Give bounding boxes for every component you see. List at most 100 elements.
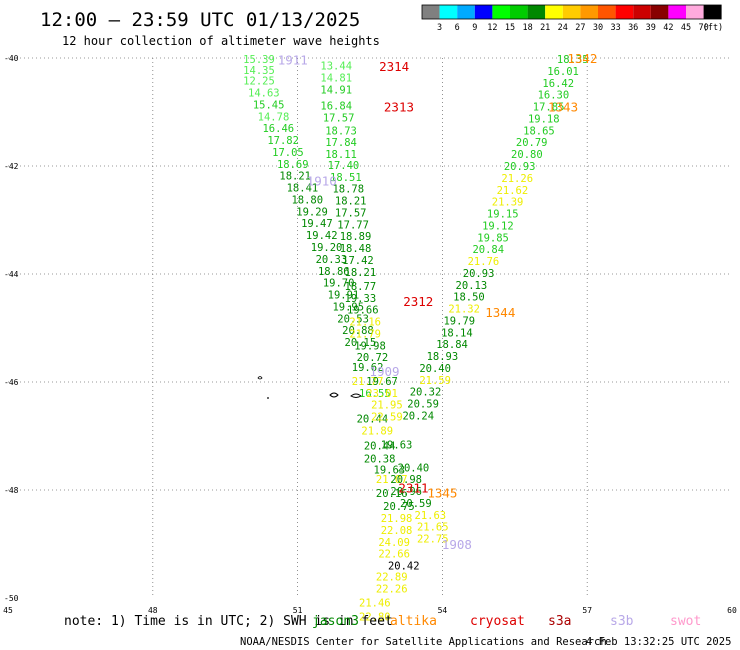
wave-height-value: 19.42 — [306, 230, 338, 242]
wave-height-value: 21.76 — [468, 256, 500, 268]
legend-swatch — [580, 5, 598, 19]
legend-threshold-label: 70 — [698, 23, 708, 33]
wave-height-value: 19.18 — [528, 113, 560, 125]
wave-height-value: 23.01 — [366, 388, 398, 400]
wave-height-value: 16.30 — [538, 90, 570, 102]
wave-height-value: 21.63 — [415, 510, 447, 522]
wave-height-value: 22.66 — [378, 549, 410, 561]
legend-swatch — [510, 5, 528, 19]
satellite-legend-cryosat: cryosat — [470, 614, 525, 629]
wave-height-value: 19.70 — [323, 278, 355, 290]
legend-swatch — [439, 5, 458, 19]
wave-height-value: 22.26 — [376, 583, 408, 595]
wave-height-value: 21.95 — [371, 400, 403, 412]
wave-height-value: 16.55 — [359, 388, 391, 400]
legend-threshold-label: 39 — [646, 23, 656, 33]
x-tick-label: 51 — [293, 606, 303, 615]
wave-height-value: 17.85 — [533, 102, 565, 114]
wave-height-value: 19.95 — [332, 301, 364, 313]
y-tick-label: -46 — [4, 378, 19, 387]
wave-height-values: 15.3914.3512.2514.6315.4514.7816.4617.82… — [243, 54, 588, 623]
wave-height-value: 21.98 — [381, 513, 413, 525]
legend-swatch — [562, 5, 581, 19]
wave-height-value: 20.53 — [337, 313, 369, 325]
wave-height-value: 18.35 — [557, 54, 589, 66]
wave-height-value: 18.78 — [332, 184, 364, 196]
wave-height-value: 20.16 — [376, 488, 408, 500]
wave-height-value: 24.09 — [378, 537, 410, 549]
wave-height-value: 21.62 — [497, 185, 529, 197]
color-legend: 3 6 9 12 15 18 21 24 27 30 33 36 39 42 45 70(ft) — [421, 4, 723, 33]
wave-height-value: 14.91 — [320, 84, 352, 96]
wave-height-value: 20.44 — [357, 414, 389, 426]
wave-height-value: 14.78 — [258, 111, 290, 123]
wave-height-value: 19.20 — [311, 242, 343, 254]
wave-height-value: 20.59 — [407, 399, 439, 411]
legend-threshold-label: 30 — [593, 23, 603, 33]
legend-frame — [421, 4, 722, 20]
legend-swatch — [457, 5, 475, 19]
island-shape — [257, 376, 263, 380]
wave-height-value: 19.12 — [482, 220, 514, 232]
legend-swatch — [545, 5, 563, 19]
legend-swatch — [633, 5, 651, 19]
wave-height-value: 21.65 — [417, 522, 449, 534]
pass-label: 2311 — [398, 480, 428, 495]
wave-height-value: 18.48 — [340, 243, 372, 255]
wave-height-value: 20.15 — [345, 337, 377, 349]
wave-height-value: 18.84 — [436, 339, 468, 351]
x-tick-label: 57 — [582, 606, 592, 615]
island-shape — [329, 392, 339, 398]
wave-height-value: 20.24 — [402, 410, 434, 422]
legend-swatch — [703, 5, 722, 19]
wave-height-value: 20.96 — [390, 486, 422, 498]
legend-threshold-label: 27 — [575, 23, 585, 33]
wave-height-value: 18.21 — [279, 171, 311, 183]
wave-height-value: 17.84 — [325, 137, 357, 149]
wave-height-value: 20.84 — [472, 244, 504, 256]
footer-note: note: 1) Time is in UTC; 2) SWH is in fe… — [64, 614, 393, 629]
wave-height-value: 18.41 — [287, 183, 319, 195]
legend-swatch — [686, 5, 704, 19]
wave-height-value: 20.33 — [316, 254, 348, 266]
legend-threshold-label: 12 — [487, 23, 497, 33]
legend-swatch — [668, 5, 686, 19]
legend-threshold-label: 24 — [558, 23, 568, 33]
wave-height-value: 20.72 — [357, 352, 389, 364]
legend-threshold-label: 9 — [472, 23, 477, 33]
pass-label: 1908 — [442, 537, 472, 552]
wave-height-value: 18.11 — [325, 149, 357, 161]
wave-height-value: 21.59 — [419, 375, 451, 387]
wave-height-value: 22.80 — [359, 611, 391, 623]
wave-height-value: 20.38 — [364, 454, 396, 466]
wave-height-value: 18.50 — [453, 292, 485, 304]
satellite-legend-altika: altika — [390, 614, 437, 629]
wave-height-value: 20.44 — [364, 441, 396, 453]
wave-height-value: 19.33 — [345, 293, 377, 305]
island-shape — [350, 393, 362, 398]
y-tick-label: -42 — [4, 162, 19, 171]
satellite-legend-jason3: jason3 — [312, 614, 359, 629]
wave-height-value: 20.42 — [388, 561, 420, 573]
legend-threshold-label: 36 — [628, 23, 638, 33]
y-tick-label: -44 — [4, 270, 19, 279]
wave-height-value: 20.59 — [400, 498, 432, 510]
wave-height-value: 20.88 — [342, 325, 374, 337]
wave-height-value: 16.84 — [320, 101, 352, 113]
wave-height-value: 19.85 — [477, 232, 509, 244]
chart-subtitle: 12 hour collection of altimeter wave hei… — [62, 34, 380, 48]
wave-height-value: 20.13 — [456, 280, 488, 292]
wave-height-value: 20.75 — [383, 501, 415, 513]
wave-height-value: 15.39 — [243, 54, 275, 66]
wave-height-value: 12.25 — [243, 76, 275, 88]
wave-height-value: 17.82 — [267, 135, 299, 147]
satellite-legend-swot: swot — [670, 614, 701, 629]
island-outlines — [257, 376, 362, 399]
legend-threshold-label: 18 — [522, 23, 532, 33]
satellite-legend: jason3 altika cryosat s3a s3b swot — [312, 614, 701, 629]
legend-swatch — [615, 5, 634, 19]
pass-label: 2314 — [379, 59, 409, 74]
legend-swatch — [474, 5, 493, 19]
wave-height-value: 18.65 — [523, 125, 555, 137]
